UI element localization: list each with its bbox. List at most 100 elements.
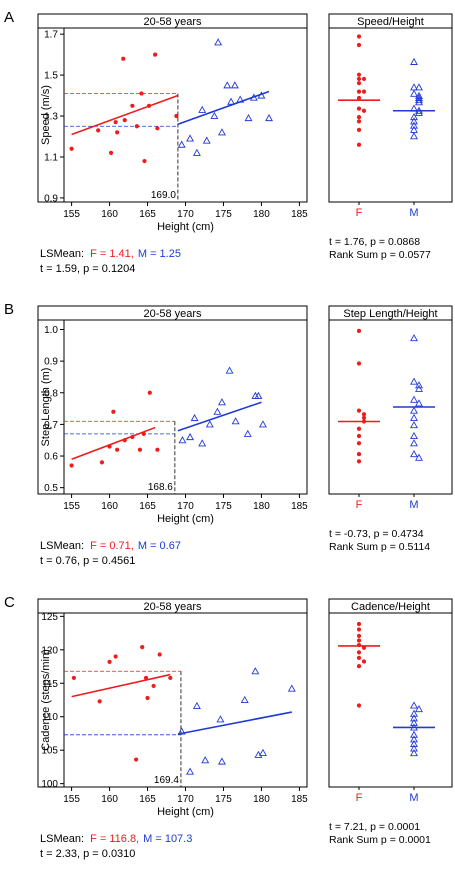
- plot-frame: [37, 13, 308, 203]
- data-point: [258, 420, 267, 428]
- side-series-F: [356, 621, 367, 708]
- side-data-point: [356, 95, 362, 101]
- side-data-point: [410, 744, 418, 752]
- data-point: [186, 767, 195, 775]
- x-tick-label: 185: [291, 501, 308, 512]
- panel-A: A 20-58 years 0.9 1.1 1.3 1.5 1.7 Speed (m/s) 15…: [4, 9, 453, 275]
- lsmean-m: M = 1.25: [138, 248, 181, 260]
- data-point: [108, 150, 114, 155]
- data-point: [178, 436, 187, 444]
- side-data-point: [410, 57, 418, 65]
- data-point: [121, 56, 126, 61]
- side-data-point: [410, 709, 418, 717]
- data-point: [186, 432, 195, 441]
- side-category-label: F: [356, 499, 363, 511]
- data-point: [157, 652, 162, 657]
- lsmean-m: M = 107.3: [143, 833, 192, 845]
- side-data-point: [356, 703, 362, 708]
- lsmean-m: M = 0.67: [138, 540, 181, 552]
- series-F: [69, 52, 179, 164]
- side-data-point: [410, 333, 418, 342]
- side-data-point: [415, 453, 423, 461]
- x-tick-label: 185: [291, 209, 308, 220]
- side-data-point: [356, 72, 362, 77]
- side-category-label: M: [409, 792, 418, 804]
- lsmean-label: LSMean:: [40, 540, 87, 552]
- side-data-point: [410, 413, 418, 421]
- side-data-point: [356, 115, 362, 120]
- data-point: [254, 391, 263, 399]
- test-annotation: t = 2.33, p = 0.0310: [40, 848, 135, 860]
- y-tick-label: 0.8: [44, 388, 58, 399]
- data-point: [155, 126, 160, 131]
- side-category-label: F: [356, 792, 363, 804]
- fit-line: [177, 401, 262, 432]
- side-data-point: [361, 108, 367, 113]
- side-stats-rank: Rank Sum p = 0.0001: [329, 834, 431, 846]
- x-tick-label: 165: [139, 501, 156, 512]
- side-title: Step Length/Height: [343, 308, 437, 320]
- side-data-point: [361, 76, 367, 82]
- lsmean-f: F = 0.71,: [90, 540, 134, 552]
- data-point: [192, 148, 201, 156]
- side-data-point: [361, 89, 367, 94]
- data-point: [147, 390, 152, 395]
- data-point: [99, 460, 105, 465]
- data-point: [137, 447, 143, 452]
- y-tick-label: 1.7: [44, 30, 58, 41]
- panel-C: C 20-58 years 100 105 110 115 120 125 Cadence (s…: [4, 594, 453, 860]
- side-data-point: [356, 119, 362, 124]
- data-point: [216, 715, 225, 723]
- data-point: [251, 667, 260, 675]
- side-data-point: [361, 412, 367, 417]
- data-point: [287, 684, 296, 692]
- side-frame: [328, 305, 453, 495]
- data-point: [198, 439, 207, 447]
- side-data-point: [356, 328, 362, 333]
- side-data-point: [356, 664, 362, 669]
- side-data-point: [410, 132, 418, 140]
- side-frame: [328, 13, 453, 203]
- side-series-M: [410, 701, 423, 757]
- lsmean-annotation: LSMean: F = 0.71, M = 0.67: [40, 540, 181, 552]
- y-tick-label: 110: [42, 712, 58, 723]
- lsmean-f: F = 1.41,: [90, 248, 134, 260]
- side-data-point: [356, 452, 362, 457]
- x-tick-label: 165: [139, 209, 156, 220]
- data-point: [140, 645, 145, 650]
- data-point: [145, 695, 150, 701]
- data-point: [111, 409, 116, 414]
- side-data-point: [361, 659, 367, 664]
- data-point: [134, 124, 139, 129]
- data-point: [168, 675, 173, 681]
- data-point: [214, 38, 223, 46]
- side-data-point: [356, 655, 362, 660]
- data-point: [174, 113, 179, 119]
- data-point: [113, 120, 118, 125]
- y-tick-label: 120: [41, 645, 58, 656]
- side-category-label: F: [356, 207, 363, 219]
- data-point: [142, 158, 147, 164]
- y-tick-label: 0.9: [44, 357, 58, 368]
- data-point: [97, 699, 102, 704]
- side-data-point: [410, 89, 418, 97]
- side-category-label: M: [409, 499, 418, 511]
- y-tick-label: 105: [41, 746, 58, 757]
- y-axis-label: Speed (m/s): [40, 85, 52, 145]
- side-data-point: [356, 408, 362, 413]
- chart-title: 20-58 years: [143, 308, 202, 320]
- data-point: [190, 413, 199, 422]
- side-data-point: [415, 384, 423, 392]
- side-data-point: [356, 621, 362, 627]
- side-data-point: [356, 426, 362, 431]
- data-point: [243, 429, 252, 437]
- x-tick-label: 160: [101, 501, 118, 512]
- data-point: [69, 463, 74, 468]
- series-M: [177, 366, 267, 447]
- data-point: [71, 675, 76, 681]
- x-axis-label: Height (cm): [157, 806, 214, 818]
- data-point: [217, 398, 226, 406]
- side-data-point: [356, 34, 362, 39]
- data-point: [130, 103, 135, 108]
